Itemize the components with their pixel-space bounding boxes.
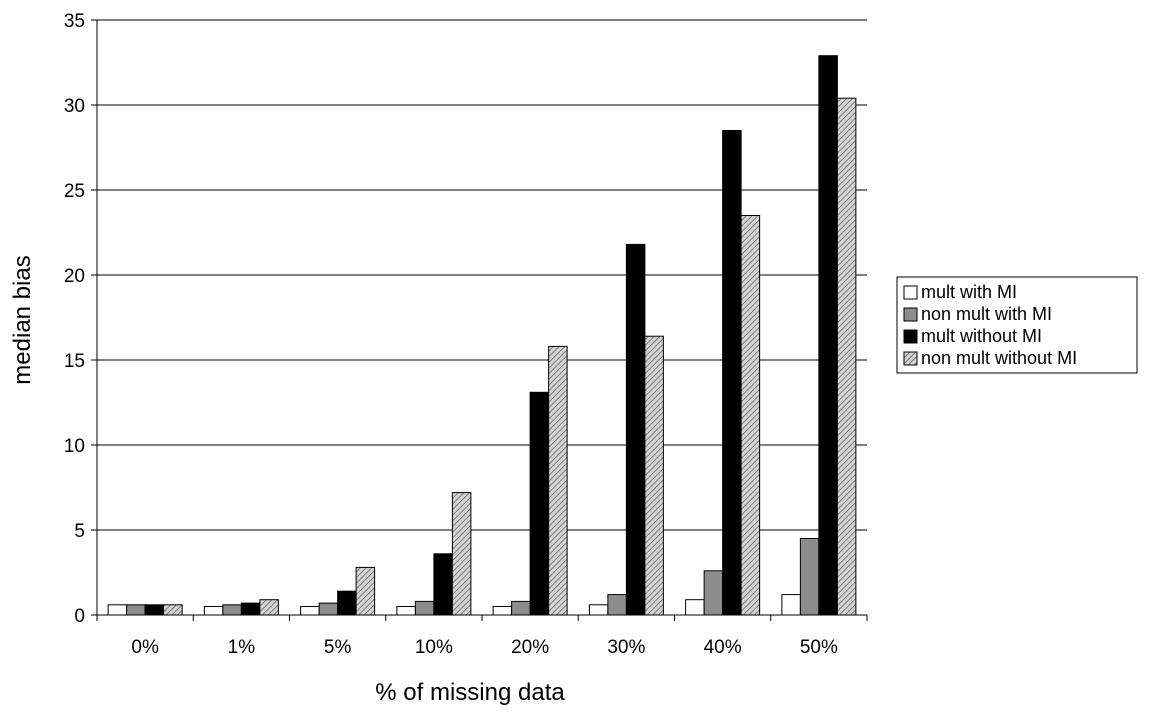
x-tick-label: 1%: [228, 637, 256, 658]
bar-1: [203, 606, 224, 616]
bar-2: [799, 538, 820, 616]
y-tick-label: 35: [64, 11, 85, 32]
bar-4: [836, 97, 857, 616]
y-tick-label: 0: [74, 606, 85, 627]
x-tick-label: 30%: [607, 637, 645, 658]
axes: 0 5 10 15 20 25 30 35 0% 1% 5% 10% 20% 30% 40% 50%: [64, 11, 868, 658]
legend-swatch: [903, 285, 918, 300]
legend-label: non mult with MI: [921, 304, 1052, 324]
bar-1: [396, 606, 416, 616]
bar-4: [355, 566, 376, 616]
bar-4: [451, 492, 472, 616]
x-axis-title: % of missing data: [375, 679, 565, 706]
y-tick-label: 30: [64, 96, 85, 117]
x-tick-label: 20%: [511, 637, 549, 658]
bar-4: [548, 345, 568, 616]
x-tick-label: 5%: [324, 637, 352, 658]
bars: [107, 55, 857, 616]
bar-3: [818, 55, 838, 616]
bar-1: [588, 604, 609, 616]
bar-3: [433, 553, 453, 616]
legend-swatch: [903, 329, 918, 344]
y-tick-label: 15: [64, 351, 85, 372]
x-tick-label: 40%: [704, 637, 742, 658]
y-tick-label: 10: [64, 436, 85, 457]
legend-label: mult with MI: [921, 282, 1017, 302]
bar-1: [300, 606, 320, 616]
gridlines: [97, 19, 867, 531]
bar-3: [722, 130, 742, 616]
bar-2: [222, 604, 242, 616]
bar-1: [685, 599, 705, 616]
bar-1: [492, 606, 513, 616]
legend-swatch: [903, 307, 918, 322]
x-tick-label: 10%: [415, 637, 453, 658]
x-tick-label: 50%: [800, 637, 838, 658]
legend-swatch: [903, 351, 918, 366]
bar-3: [337, 590, 357, 616]
legend-label: mult without MI: [921, 326, 1042, 346]
y-tick-label: 25: [64, 181, 85, 202]
bar-1: [781, 594, 801, 616]
x-tick-label: 0%: [131, 637, 159, 658]
bar-3: [240, 602, 261, 616]
bar-2: [607, 594, 627, 616]
bar-4: [644, 335, 664, 616]
bar-3: [144, 604, 165, 616]
bar-3: [625, 243, 646, 616]
legend-box: [896, 276, 1138, 374]
bar-3: [529, 391, 550, 616]
bar-2: [318, 602, 339, 616]
bar-4: [163, 604, 183, 616]
y-tick-label: 5: [74, 521, 85, 542]
bar-4: [259, 599, 279, 616]
bar-2: [414, 600, 435, 616]
bar-2: [126, 604, 146, 616]
bar-2: [703, 570, 724, 616]
bar-1: [107, 604, 128, 616]
y-tick-label: 20: [64, 266, 85, 287]
bar-2: [511, 600, 531, 616]
y-axis-title: median bias: [9, 255, 36, 384]
bar-4: [740, 215, 761, 616]
legend-label: non mult without MI: [921, 348, 1077, 368]
